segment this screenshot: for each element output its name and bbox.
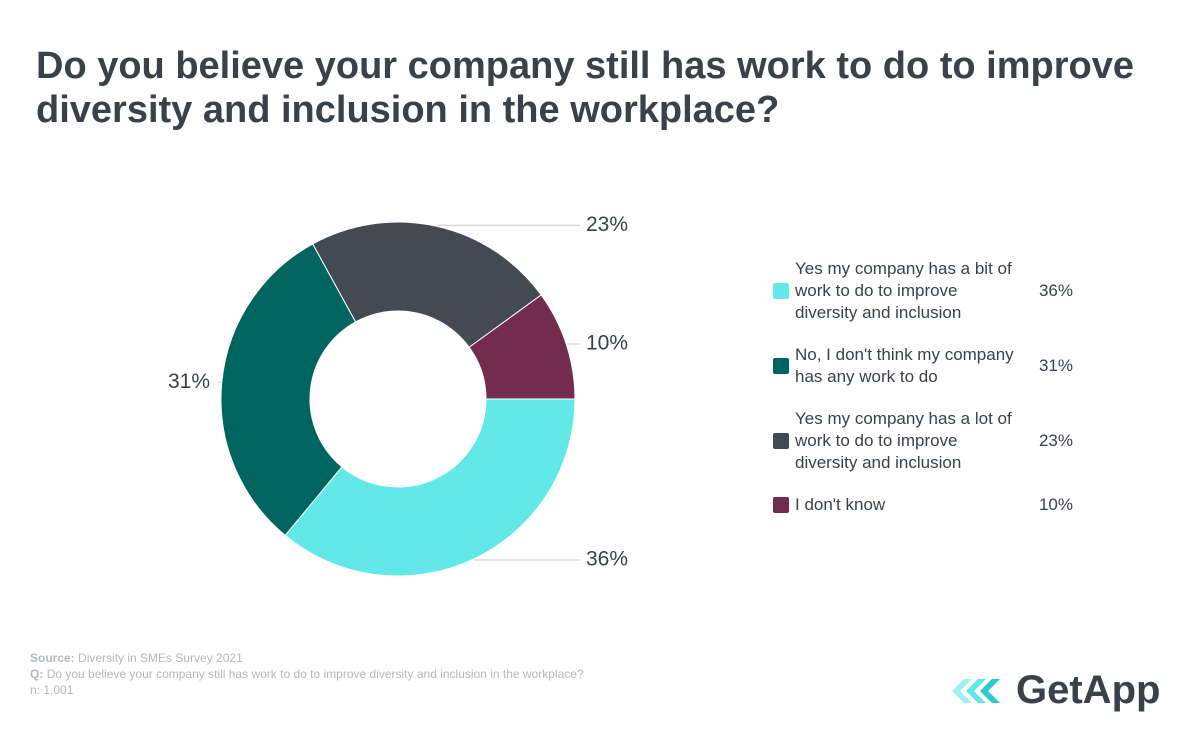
question-line: Q: Do you believe your company still has… (30, 666, 584, 682)
legend-value: 10% (1038, 495, 1073, 514)
legend-swatch (773, 497, 789, 513)
slice (312, 221, 542, 348)
logo-text: GetApp (1016, 668, 1161, 712)
legend-swatch (773, 358, 789, 374)
source-line: Source: Diversity in SMEs Survey 2021 (30, 650, 584, 666)
legend-value: 36% (1038, 281, 1073, 300)
slice (284, 398, 576, 577)
legend-label: Yes my company has a lot of work to do t… (795, 409, 1012, 472)
data-label: 36% (586, 548, 628, 571)
question: Do you believe your company still has wo… (46, 667, 584, 681)
legend-item: I don't know 10% (773, 494, 1073, 516)
sample: n: 1,001 (30, 683, 74, 697)
chart-title: Do you believe your company still has wo… (36, 45, 1134, 131)
logo-icon (952, 678, 1000, 703)
legend-item: Yes my company has a bit of work to do t… (773, 258, 1073, 324)
legend-swatch (773, 283, 789, 299)
source: Diversity in SMEs Survey 2021 (78, 651, 243, 665)
footer: Source: Diversity in SMEs Survey 2021 Q:… (30, 650, 584, 698)
logo: GetApp (952, 668, 1160, 713)
legend-label: Yes my company has a bit of work to do t… (795, 259, 1012, 322)
question-label: Q: (30, 667, 44, 681)
legend-item: No, I don't think my company has any wor… (773, 344, 1073, 388)
data-label: 23% (586, 213, 628, 236)
source-label: Source: (30, 651, 75, 665)
data-label: 10% (586, 332, 628, 355)
legend: Yes my company has a bit of work to do t… (773, 258, 1073, 536)
data-label: 31% (168, 370, 210, 393)
legend-value: 31% (1038, 356, 1073, 375)
legend-value: 23% (1038, 431, 1073, 450)
legend-label: I don't know (795, 495, 886, 514)
slice (220, 243, 357, 537)
legend-label: No, I don't think my company has any wor… (795, 345, 1014, 386)
legend-swatch (773, 433, 789, 449)
slice (468, 294, 576, 400)
legend-item: Yes my company has a lot of work to do t… (773, 408, 1073, 474)
